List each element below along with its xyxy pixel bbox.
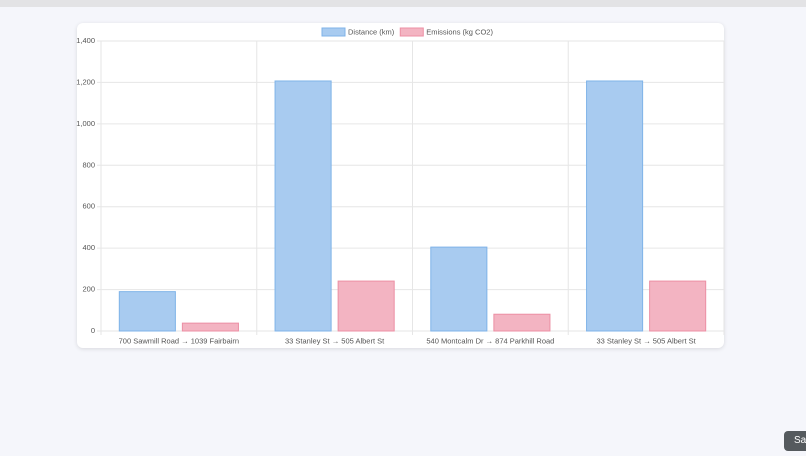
bar — [586, 80, 644, 332]
y-tick-label: 0 — [91, 326, 95, 335]
y-tick-label: 600 — [82, 202, 95, 211]
legend-swatch — [399, 27, 424, 37]
legend-label: Distance (km) — [348, 27, 395, 36]
bar — [118, 291, 176, 332]
y-tick-label: 1,200 — [76, 77, 95, 86]
bar — [274, 80, 332, 332]
x-tick-label: 540 Montcalm Dr → 874 Parkhill Road — [426, 336, 554, 345]
y-tick-label: 800 — [82, 160, 95, 169]
bar — [181, 322, 239, 332]
bar — [649, 280, 707, 332]
y-tick-label: 200 — [82, 285, 95, 294]
y-tick-label: 1,400 — [76, 36, 95, 45]
bar — [430, 246, 488, 332]
y-tick-label: 1,000 — [76, 119, 95, 128]
x-tick-label: 33 Stanley St → 505 Albert St — [597, 336, 697, 345]
top-bar — [0, 0, 806, 7]
y-tick-label: 400 — [82, 243, 95, 252]
x-tick-label: 700 Sawmill Road → 1039 Fairbairn — [119, 336, 239, 345]
x-tick-label: 33 Stanley St → 505 Albert St — [285, 336, 385, 345]
legend-label: Emissions (kg CO2) — [426, 27, 493, 36]
legend-swatch — [321, 27, 346, 37]
bar — [337, 280, 395, 332]
bar — [493, 313, 551, 332]
floating-button[interactable]: Sa — [784, 431, 806, 451]
